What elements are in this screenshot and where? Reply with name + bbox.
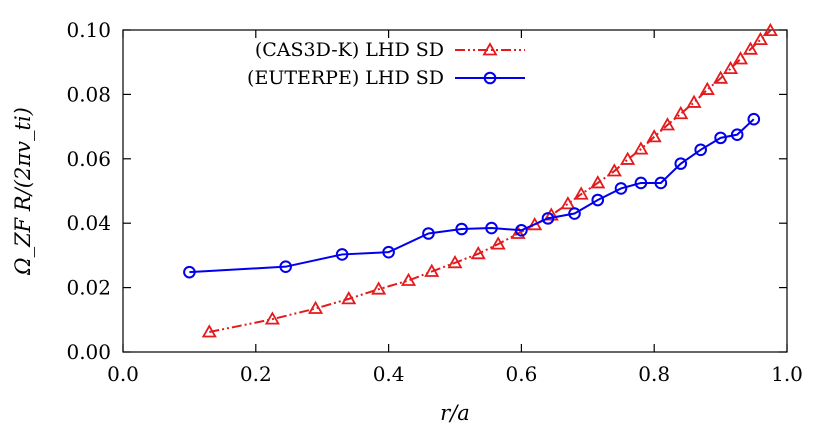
data-point (455, 222, 468, 236)
y-tick-label: 0.06 (66, 147, 111, 171)
data-point (510, 225, 526, 239)
data-point (673, 105, 689, 120)
y-tick-label: 0.00 (66, 340, 111, 364)
data-point (485, 221, 498, 235)
x-tick-label: 0.4 (373, 362, 405, 386)
data-point (752, 31, 768, 46)
x-tick-label: 0.0 (107, 362, 139, 386)
plot-frame (122, 29, 788, 353)
axes: 0.0 0.2 0.4 0.6 0.8 1.0 0.00 0.02 0.04 0.06 0.08 0.… (66, 18, 802, 386)
data-point (424, 263, 440, 277)
data-point (686, 94, 702, 108)
data-point (201, 324, 217, 338)
data-point (560, 196, 576, 210)
data-point (659, 117, 676, 131)
data-point (490, 236, 506, 250)
legend-marker (483, 71, 497, 85)
data-point (606, 163, 622, 177)
series-layer (183, 22, 778, 338)
data-point (762, 22, 778, 37)
y-tick-label: 0.08 (66, 82, 111, 106)
data-point (633, 141, 649, 155)
y-axis-label: Ω_ZF R/(2πv_ti) (11, 107, 35, 276)
data-point (341, 291, 357, 305)
data-point (654, 176, 668, 190)
data-point (742, 41, 759, 55)
data-point (714, 131, 727, 145)
x-tick-label: 0.2 (240, 362, 272, 386)
data-point (620, 151, 636, 165)
data-point (646, 129, 662, 143)
data-point (674, 157, 688, 170)
data-point (730, 128, 744, 141)
data-point (308, 300, 324, 314)
data-point (371, 281, 387, 295)
series-euterpe (183, 112, 761, 279)
x-tick-label: 0.6 (505, 362, 537, 386)
data-point (279, 260, 292, 273)
data-point (713, 70, 729, 84)
x-tick-label: 0.8 (638, 362, 670, 386)
data-point (470, 245, 486, 260)
data-point (694, 143, 707, 157)
legend-label: (CAS3D-K) LHD SD (255, 39, 444, 61)
legend-entry: (EUTERPE) LHD SD (247, 67, 525, 89)
x-tick-label: 1.0 (771, 362, 803, 386)
data-point (447, 254, 463, 269)
data-point (723, 60, 739, 75)
data-point (747, 112, 761, 126)
y-tick-label: 0.04 (66, 211, 111, 235)
legend-entry: (CAS3D-K) LHD SD (255, 39, 525, 61)
data-point (573, 186, 589, 200)
data-point (264, 311, 280, 325)
data-point (634, 176, 648, 190)
legend-marker (482, 42, 498, 56)
legend: (CAS3D-K) LHD SD (EUTERPE) LHD SD (247, 39, 525, 89)
data-point (699, 81, 715, 95)
data-point (335, 248, 349, 261)
data-point (543, 207, 559, 221)
data-point (183, 265, 196, 279)
data-point (614, 182, 628, 195)
data-point (382, 245, 395, 259)
legend-label: (EUTERPE) LHD SD (247, 67, 444, 89)
series-cas3d-k (201, 22, 778, 338)
x-axis-label: r/a (440, 401, 470, 425)
y-tick-label: 0.02 (66, 276, 111, 300)
data-point (591, 193, 605, 207)
data-point (732, 51, 749, 65)
data-point (400, 272, 417, 286)
data-point (590, 175, 606, 189)
data-point (515, 223, 528, 237)
data-point (422, 227, 435, 240)
y-tick-label: 0.10 (66, 18, 111, 42)
data-point (568, 207, 581, 220)
series-line (189, 118, 755, 274)
data-point (541, 212, 555, 225)
axis-labels: r/a Ω_ZF R/(2πv_ti) (11, 107, 470, 425)
